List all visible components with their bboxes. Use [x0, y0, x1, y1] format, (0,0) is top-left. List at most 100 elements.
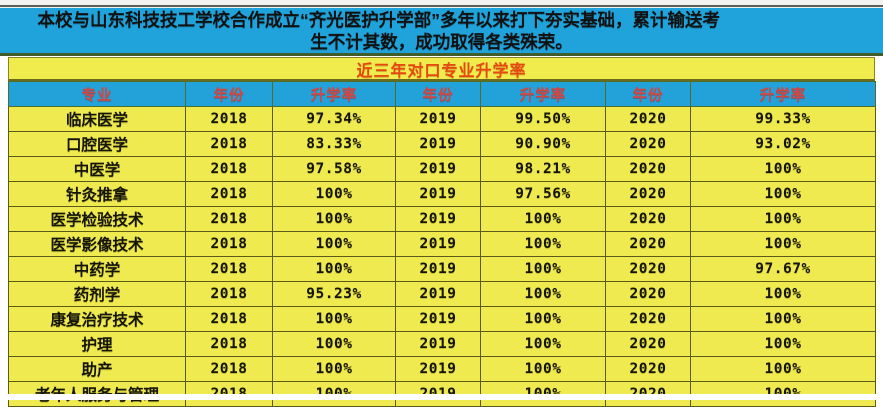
cell-value: 100%: [480, 356, 606, 382]
table-header-row: 专业 年份 升学率 年份 升学率 年份 升学率: [8, 81, 876, 107]
cell-value: 2018: [185, 306, 273, 332]
cell-value: 2018: [185, 331, 273, 357]
column-header-rate-3: 升学率: [690, 81, 876, 107]
cell-major: 中医学: [8, 156, 186, 182]
cell-value: 2020: [605, 331, 691, 357]
table-title-bar: 近三年对口专业升学率: [8, 57, 875, 81]
cell-value: 100%: [690, 281, 876, 307]
cell-value: 97.67%: [690, 256, 876, 282]
table-row: 康复治疗技术 2018 100% 2019 100% 2020 100%: [8, 306, 876, 332]
cell-value: 2019: [395, 106, 481, 132]
cell-value: 2019: [395, 306, 481, 332]
cell-value: 100%: [272, 306, 396, 332]
top-seam-divider: [0, 5, 883, 7]
cell-value: 100%: [480, 206, 606, 232]
cell-value: 2020: [605, 206, 691, 232]
promo-banner: 本校与山东科技技工学校合作成立“齐光医护升学部”多年以来打下夯实基础，累计输送考…: [0, 8, 883, 56]
cell-major: 针灸推拿: [8, 181, 186, 207]
cell-value: 2019: [395, 206, 481, 232]
cell-value: 2019: [395, 181, 481, 207]
cell-value: 95.23%: [272, 281, 396, 307]
cell-value: 2020: [605, 256, 691, 282]
table-title: 近三年对口专业升学率: [356, 62, 527, 80]
cell-value: 2020: [605, 131, 691, 157]
cell-value: 2018: [185, 156, 273, 182]
column-header-major: 专业: [8, 81, 186, 107]
table-row: 临床医学 2018 97.34% 2019 99.50% 2020 99.33%: [8, 106, 876, 132]
table-header: 专业 年份 升学率 年份 升学率 年份 升学率: [8, 81, 876, 107]
cell-value: 2020: [605, 106, 691, 132]
table-row: 针灸推拿 2018 100% 2019 97.56% 2020 100%: [8, 181, 876, 207]
cell-value: 2019: [395, 331, 481, 357]
bottom-edge-strip: [0, 394, 883, 400]
cell-major: 临床医学: [8, 106, 186, 132]
cell-value: 100%: [480, 306, 606, 332]
cell-value: 97.56%: [480, 181, 606, 207]
column-header-rate-1: 升学率: [272, 81, 396, 107]
column-header-year-3: 年份: [605, 81, 691, 107]
table-row: 助产 2018 100% 2019 100% 2020 100%: [8, 356, 876, 382]
cell-value: 97.34%: [272, 106, 396, 132]
column-header-year-2: 年份: [395, 81, 481, 107]
banner-line-1: 本校与山东科技技工学校合作成立“齐光医护升学部”多年以来打下夯实基础，累计输送考: [37, 9, 721, 30]
cell-value: 2019: [395, 256, 481, 282]
cell-value: 2018: [185, 356, 273, 382]
cell-value: 2018: [185, 206, 273, 232]
cell-value: 100%: [690, 306, 876, 332]
cell-value: 100%: [480, 331, 606, 357]
cell-value: 93.02%: [690, 131, 876, 157]
cell-value: 100%: [272, 356, 396, 382]
table-row: 药剂学 2018 95.23% 2019 100% 2020 100%: [8, 281, 876, 307]
cell-value: 2018: [185, 106, 273, 132]
cell-value: 2018: [185, 181, 273, 207]
table-row: 护理 2018 100% 2019 100% 2020 100%: [8, 331, 876, 357]
banner-line-2: 生不计其数，成功取得各类殊荣。: [310, 31, 573, 52]
table-row: 中医学 2018 97.58% 2019 98.21% 2020 100%: [8, 156, 876, 182]
cell-value: 100%: [690, 331, 876, 357]
cell-value: 100%: [272, 231, 396, 257]
table-row: 医学影像技术 2018 100% 2019 100% 2020 100%: [8, 231, 876, 257]
cell-value: 2018: [185, 131, 273, 157]
cell-major: 中药学: [8, 256, 186, 282]
table-row: 口腔医学 2018 83.33% 2019 90.90% 2020 93.02%: [8, 131, 876, 157]
cell-value: 100%: [272, 206, 396, 232]
cell-value: 2020: [605, 281, 691, 307]
cell-major: 药剂学: [8, 281, 186, 307]
cell-major: 口腔医学: [8, 131, 186, 157]
cell-value: 98.21%: [480, 156, 606, 182]
cell-value: 97.58%: [272, 156, 396, 182]
cell-value: 90.90%: [480, 131, 606, 157]
cell-major: 护理: [8, 331, 186, 357]
cell-value: 2020: [605, 356, 691, 382]
cell-value: 99.33%: [690, 106, 876, 132]
cell-major: 助产: [8, 356, 186, 382]
cell-value: 2019: [395, 281, 481, 307]
table-row: 中药学 2018 100% 2019 100% 2020 97.67%: [8, 256, 876, 282]
column-header-rate-2: 升学率: [480, 81, 606, 107]
cell-value: 2019: [395, 231, 481, 257]
cell-value: 2020: [605, 231, 691, 257]
cell-value: 100%: [272, 256, 396, 282]
cell-value: 2020: [605, 181, 691, 207]
cell-value: 100%: [690, 206, 876, 232]
cell-value: 2019: [395, 131, 481, 157]
cell-value: 100%: [690, 356, 876, 382]
cell-value: 100%: [480, 281, 606, 307]
cell-value: 99.50%: [480, 106, 606, 132]
cell-value: 100%: [480, 231, 606, 257]
cell-value: 2020: [605, 306, 691, 332]
cell-value: 2019: [395, 156, 481, 182]
cell-value: 2018: [185, 281, 273, 307]
cell-value: 83.33%: [272, 131, 396, 157]
cell-value: 2020: [605, 156, 691, 182]
cell-value: 2019: [395, 356, 481, 382]
cell-major: 康复治疗技术: [8, 306, 186, 332]
table-row: 医学检验技术 2018 100% 2019 100% 2020 100%: [8, 206, 876, 232]
cell-major: 医学影像技术: [8, 231, 186, 257]
cell-major: 医学检验技术: [8, 206, 186, 232]
cell-value: 100%: [480, 256, 606, 282]
cell-value: 100%: [690, 181, 876, 207]
cell-value: 100%: [272, 181, 396, 207]
cell-value: 100%: [272, 331, 396, 357]
